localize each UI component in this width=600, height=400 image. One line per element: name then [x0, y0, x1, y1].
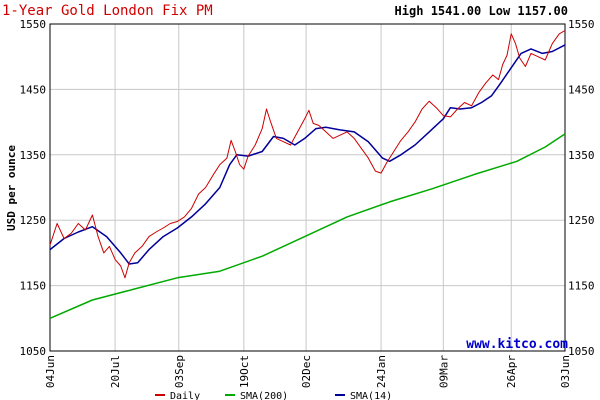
- y-tick-label-right: 1050: [568, 345, 595, 358]
- series-line-sma-200: [49, 133, 566, 319]
- x-tick-label: 19Oct: [238, 355, 251, 388]
- x-tick-label: 03Sep: [173, 355, 186, 388]
- y-tick-label-left: 1050: [20, 345, 47, 358]
- watermark: www.kitco.com: [466, 337, 568, 352]
- legend-label-sma-14: SMA(14): [350, 391, 392, 400]
- x-axis: 04Jun 20Jul 03Sep 19Oct 02Dec 24Jan 09Mar 26Apr…: [44, 355, 572, 388]
- y-tick-label-right: 1550: [568, 18, 595, 31]
- x-tick-label: 20Jul: [109, 355, 122, 388]
- x-tick-label: 02Dec: [300, 355, 313, 388]
- low-label: Low: [489, 4, 511, 18]
- chart-title: 1-Year Gold London Fix PM: [2, 3, 213, 19]
- x-tick-label: 24Jan: [375, 355, 388, 388]
- y-tick-label-right: 1150: [568, 280, 595, 293]
- legend-label-sma-200: SMA(200): [240, 391, 288, 400]
- series-line-sma-14: [49, 44, 566, 265]
- high-value: 1541.00: [431, 4, 482, 18]
- x-tick-label: 26Apr: [505, 355, 518, 388]
- x-tick-label: 09Mar: [437, 355, 450, 388]
- y-tick-label-right: 1450: [568, 83, 595, 96]
- high-label: High: [395, 4, 424, 18]
- y-tick-label-left: 1150: [20, 280, 47, 293]
- plot-frame: [49, 23, 566, 352]
- y-tick-label-left: 1550: [20, 18, 47, 31]
- x-tick-label: 04Jun: [44, 355, 57, 388]
- series-layer: [49, 30, 566, 319]
- series-line-daily: [49, 30, 566, 279]
- x-tick-label: 03Jun: [559, 355, 572, 388]
- y-tick-label-left: 1250: [20, 214, 47, 227]
- low-value: 1157.00: [517, 4, 568, 18]
- y-tick-label-left: 1350: [20, 149, 47, 162]
- y-tick-label-left: 1450: [20, 83, 47, 96]
- legend-label-daily: Daily: [170, 391, 200, 400]
- legend: Daily SMA(200) SMA(14): [155, 391, 392, 400]
- y-tick-label-right: 1350: [568, 149, 595, 162]
- high-low-readout: High 1541.00 Low 1157.00: [395, 4, 568, 18]
- y-tick-label-right: 1250: [568, 214, 595, 227]
- y-axis-right: 1550 1450 1350 1250 1150 1050: [568, 18, 595, 358]
- y-axis-left: 1550 1450 1350 1250 1150 1050: [20, 18, 47, 358]
- y-axis-label: USD per ounce: [5, 145, 18, 231]
